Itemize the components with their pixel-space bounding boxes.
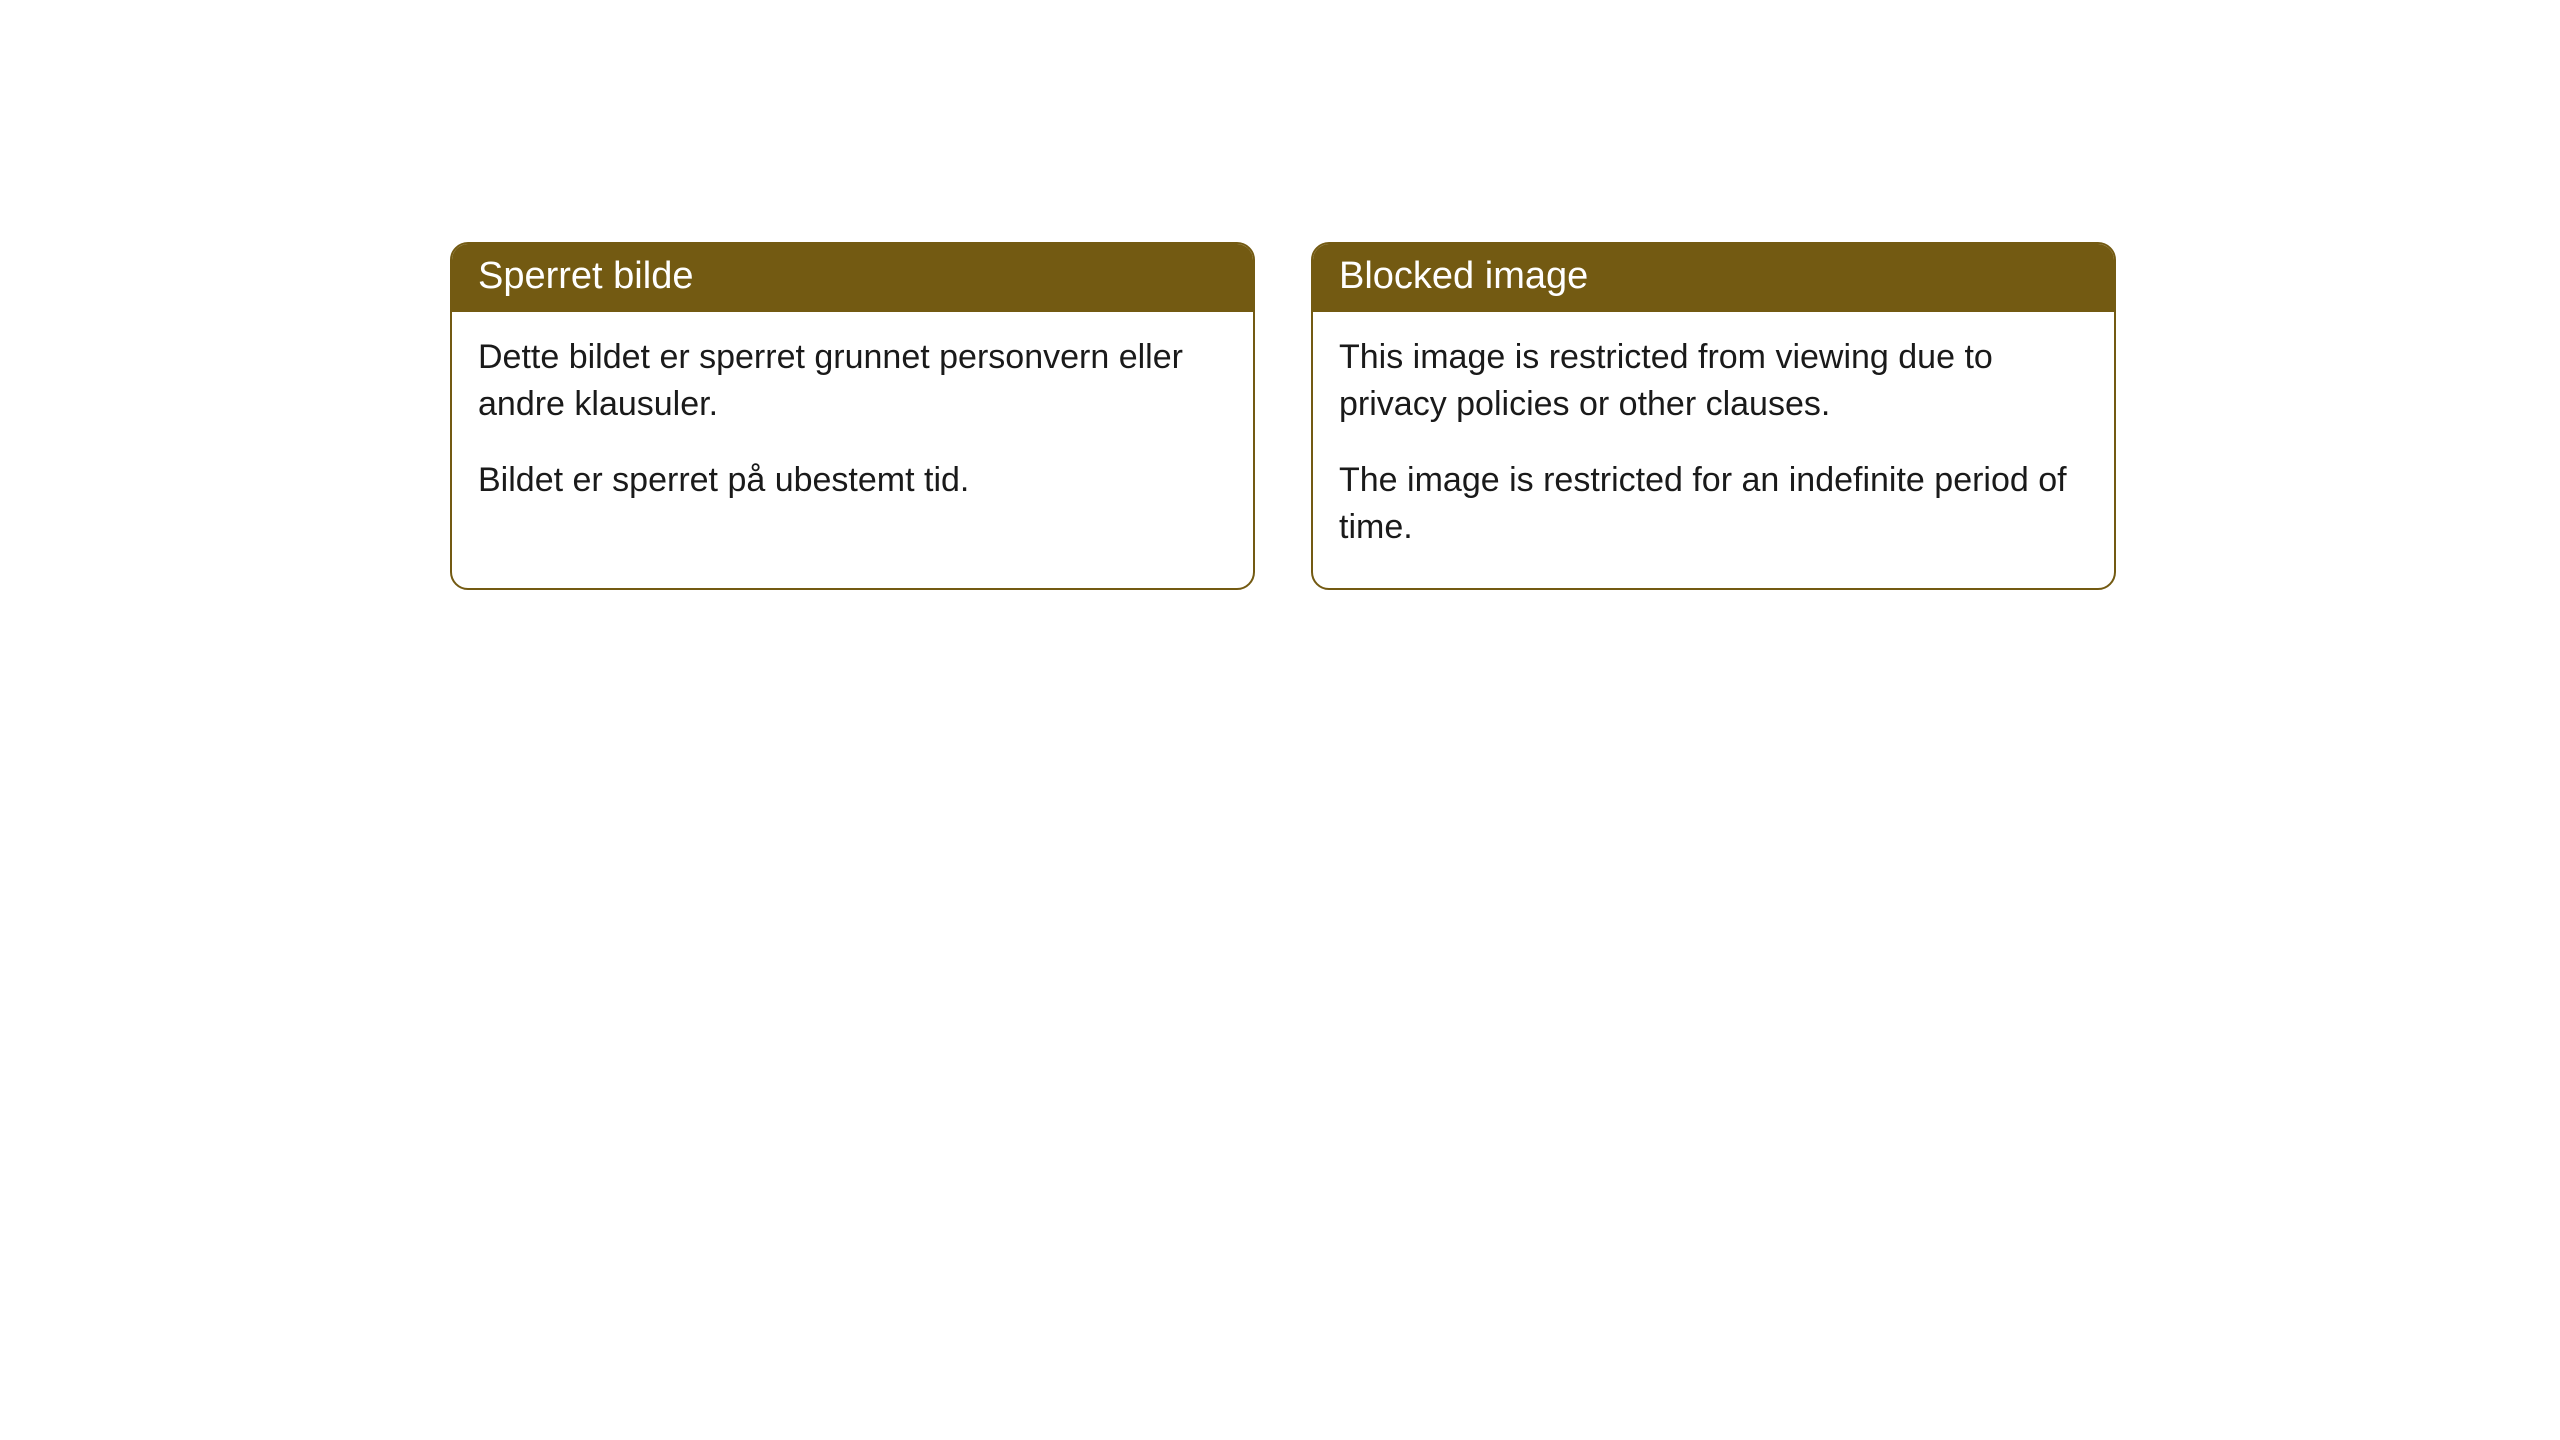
blocked-image-card-no: Sperret bilde Dette bildet er sperret gr… xyxy=(450,242,1255,590)
card-title: Sperret bilde xyxy=(452,244,1253,312)
card-body: Dette bildet er sperret grunnet personve… xyxy=(452,312,1253,541)
card-body: This image is restricted from viewing du… xyxy=(1313,312,2114,588)
card-title: Blocked image xyxy=(1313,244,2114,312)
card-paragraph: Bildet er sperret på ubestemt tid. xyxy=(478,457,1227,505)
blocked-image-card-en: Blocked image This image is restricted f… xyxy=(1311,242,2116,590)
card-paragraph: This image is restricted from viewing du… xyxy=(1339,334,2088,429)
card-paragraph: The image is restricted for an indefinit… xyxy=(1339,457,2088,552)
card-paragraph: Dette bildet er sperret grunnet personve… xyxy=(478,334,1227,429)
blocked-image-notice-container: Sperret bilde Dette bildet er sperret gr… xyxy=(450,242,2116,590)
